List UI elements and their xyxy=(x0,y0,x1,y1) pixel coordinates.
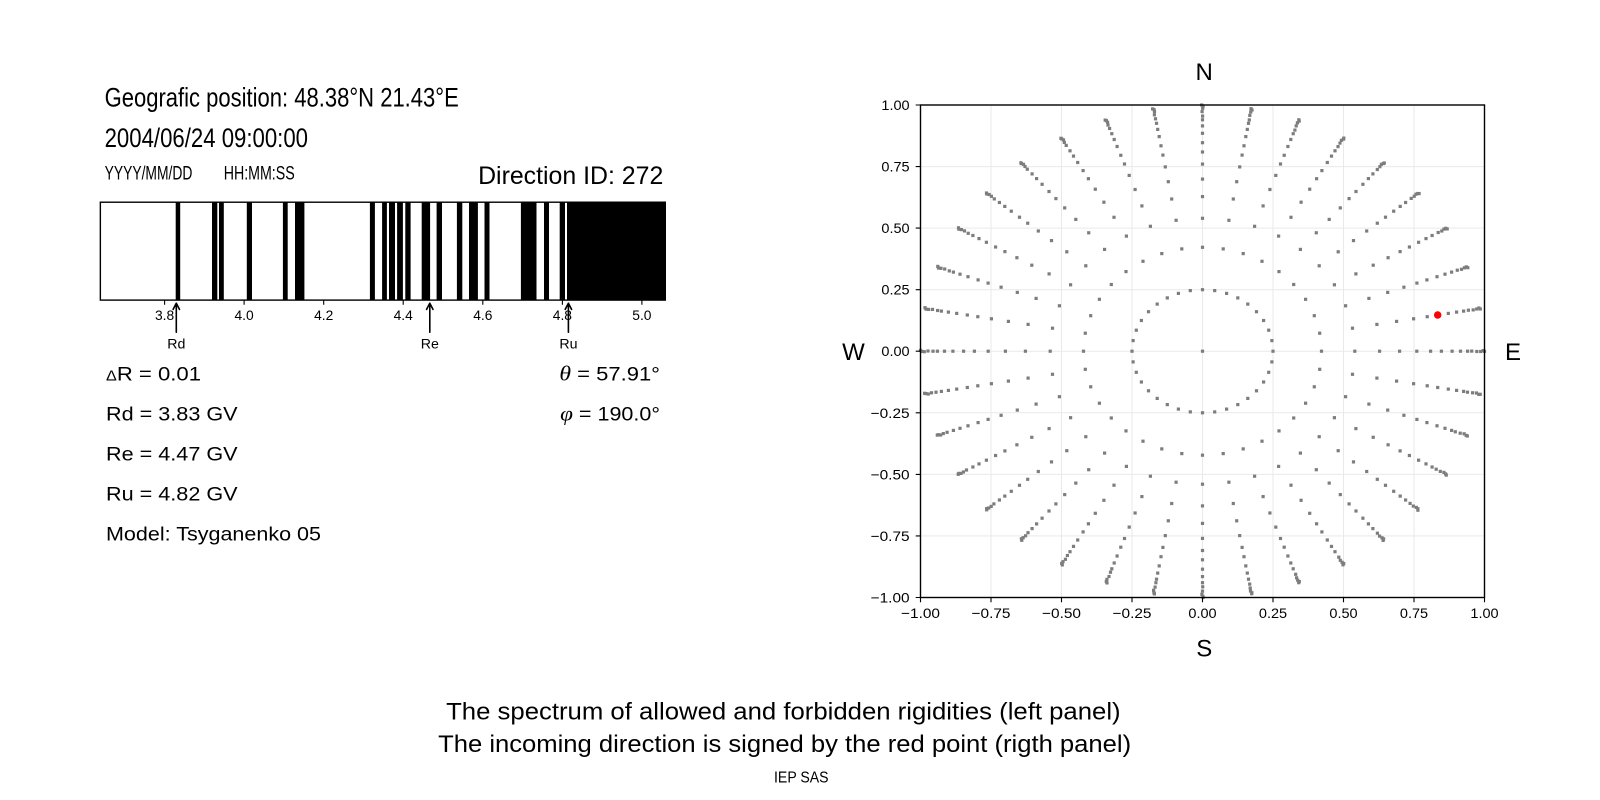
svg-text:θ = 57.91°: θ = 57.91° xyxy=(559,361,660,385)
svg-text:2004/06/24 09:00:00: 2004/06/24 09:00:00 xyxy=(105,123,308,153)
svg-text:0.50: 0.50 xyxy=(1329,606,1357,622)
svg-text:IEP SAS: IEP SAS xyxy=(774,770,829,787)
svg-text:−0.50: −0.50 xyxy=(1042,606,1081,622)
svg-text:1.00: 1.00 xyxy=(881,98,909,114)
svg-text:Re = 4.47 GV: Re = 4.47 GV xyxy=(106,443,238,465)
svg-text:The incoming direction is sign: The incoming direction is signed by the … xyxy=(438,731,1131,758)
svg-text:0.50: 0.50 xyxy=(881,221,909,237)
svg-text:Geografic position: 48.38°N 21: Geografic position: 48.38°N 21.43°E xyxy=(105,83,459,113)
svg-text:4.8: 4.8 xyxy=(553,308,572,324)
svg-text:Re: Re xyxy=(421,337,439,353)
svg-text:4.0: 4.0 xyxy=(235,308,254,324)
svg-text:0.25: 0.25 xyxy=(1259,606,1287,622)
svg-text:0.75: 0.75 xyxy=(881,160,909,176)
svg-text:1.00: 1.00 xyxy=(1470,606,1498,622)
svg-text:−0.75: −0.75 xyxy=(871,529,910,545)
svg-text:0.75: 0.75 xyxy=(1400,606,1428,622)
svg-text:φ = 190.0°: φ = 190.0° xyxy=(560,401,660,425)
svg-text:3.8: 3.8 xyxy=(155,308,174,324)
svg-text:S: S xyxy=(1196,636,1212,663)
svg-text:−1.00: −1.00 xyxy=(871,591,910,607)
svg-text:0.00: 0.00 xyxy=(881,344,909,360)
svg-text:−0.75: −0.75 xyxy=(972,606,1011,622)
svg-text:N: N xyxy=(1196,59,1213,86)
svg-text:E: E xyxy=(1505,339,1521,366)
svg-text:Model: Tsyganenko 05: Model: Tsyganenko 05 xyxy=(106,523,321,545)
svg-text:The spectrum of allowed and fo: The spectrum of allowed and forbidden ri… xyxy=(446,699,1121,726)
svg-text:Direction ID: 272: Direction ID: 272 xyxy=(478,163,663,190)
svg-text:−1.00: −1.00 xyxy=(901,606,940,622)
svg-text:HH:MM:SS: HH:MM:SS xyxy=(224,162,295,184)
svg-text:5.0: 5.0 xyxy=(632,308,651,324)
svg-text:W: W xyxy=(842,339,865,366)
svg-text:4.2: 4.2 xyxy=(314,308,333,324)
svg-text:4.6: 4.6 xyxy=(473,308,492,324)
svg-text:Rd = 3.83 GV: Rd = 3.83 GV xyxy=(106,403,238,425)
svg-text:−0.25: −0.25 xyxy=(1113,606,1152,622)
svg-text:Ru = 4.82 GV: Ru = 4.82 GV xyxy=(106,483,238,505)
svg-text:0.25: 0.25 xyxy=(881,283,909,299)
svg-text:0.00: 0.00 xyxy=(1188,606,1216,622)
svg-text:−0.25: −0.25 xyxy=(871,406,910,422)
svg-text:YYYY/MM/DD: YYYY/MM/DD xyxy=(105,162,193,184)
svg-text:4.4: 4.4 xyxy=(394,308,413,324)
svg-text:Ru: Ru xyxy=(559,337,577,353)
svg-text:ΔR = 0.01: ΔR = 0.01 xyxy=(106,363,201,385)
svg-text:−0.50: −0.50 xyxy=(871,467,910,483)
svg-text:Rd: Rd xyxy=(167,337,185,353)
